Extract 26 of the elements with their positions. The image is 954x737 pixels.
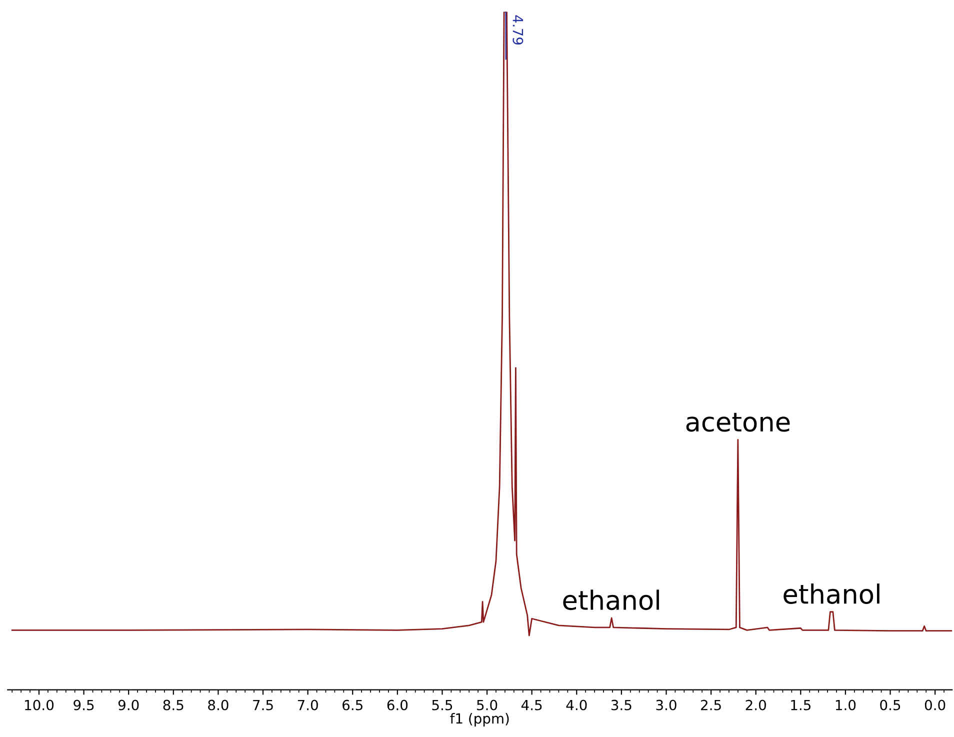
x-tick-label: 5.0 [477,700,498,710]
x-tick-label: 5.5 [432,700,452,710]
annotation: acetone [686,412,790,432]
x-tick-label: 4.5 [521,700,542,710]
x-tick-label: 3.5 [611,700,632,710]
annotation: ethanol [784,584,880,604]
x-tick-label: 8.0 [208,700,228,710]
x-tick-label: 4.0 [566,700,587,710]
x-tick-label: 10.0 [25,700,54,710]
x-axis-title: f1 (ppm) [450,712,509,726]
x-tick-label: 7.0 [298,700,318,710]
annotation: ethanol [563,590,659,610]
x-tick-label: 7.5 [253,700,273,710]
x-tick-label: 1.0 [836,700,856,710]
x-tick-label: 0.5 [880,700,900,710]
x-tick-label: 8.5 [163,700,184,710]
x-tick-label: 3.0 [656,700,676,710]
x-tick-label: 1.5 [791,700,810,710]
x-tick-label: 6.0 [387,700,408,710]
x-tick-label: 9.0 [118,700,139,710]
x-tick-label: 6.5 [342,700,362,710]
x-tick-label: 9.5 [74,700,94,710]
x-tick-label: 0.0 [924,700,946,710]
annotation: 4.79 [512,15,524,45]
x-tick-label: 2.0 [746,700,766,710]
x-tick-label: 2.5 [701,700,721,710]
